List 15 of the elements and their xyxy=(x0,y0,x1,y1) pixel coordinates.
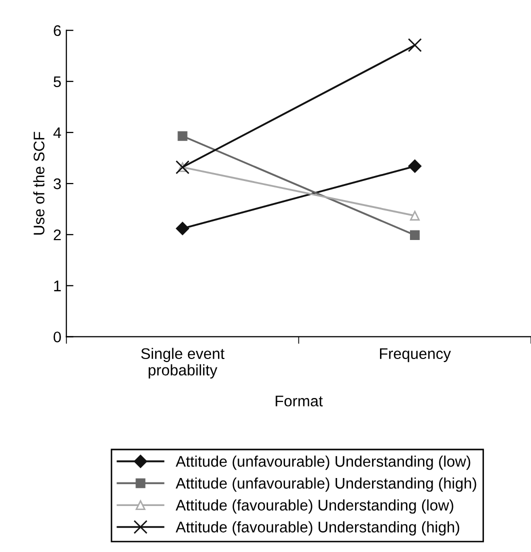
x-tick-label: Single event probability xyxy=(141,348,224,379)
x-tick-label: Frequency xyxy=(380,348,451,362)
legend-label: Attitude (favourable) Understanding (low) xyxy=(176,499,454,514)
y-tick-label: 2 xyxy=(54,229,61,240)
legend-label: Attitude (favourable) Understanding (high) xyxy=(176,521,460,536)
y-tick-label: 5 xyxy=(54,76,61,88)
y-axis-title: Use of the SCF xyxy=(33,132,44,235)
y-tick-label: 4 xyxy=(53,128,62,138)
legend-label: Attitude (unfavourable) Understanding (low) xyxy=(176,456,470,470)
y-tick-label: 6 xyxy=(54,25,61,36)
y-tick-label: 3 xyxy=(54,178,61,190)
legend-label: Attitude (unfavourable) Understanding (high) xyxy=(176,477,476,492)
y-tick-label: 0 xyxy=(54,332,61,342)
x-axis-title: Format xyxy=(276,396,323,406)
y-tick-label: 1 xyxy=(54,280,61,292)
